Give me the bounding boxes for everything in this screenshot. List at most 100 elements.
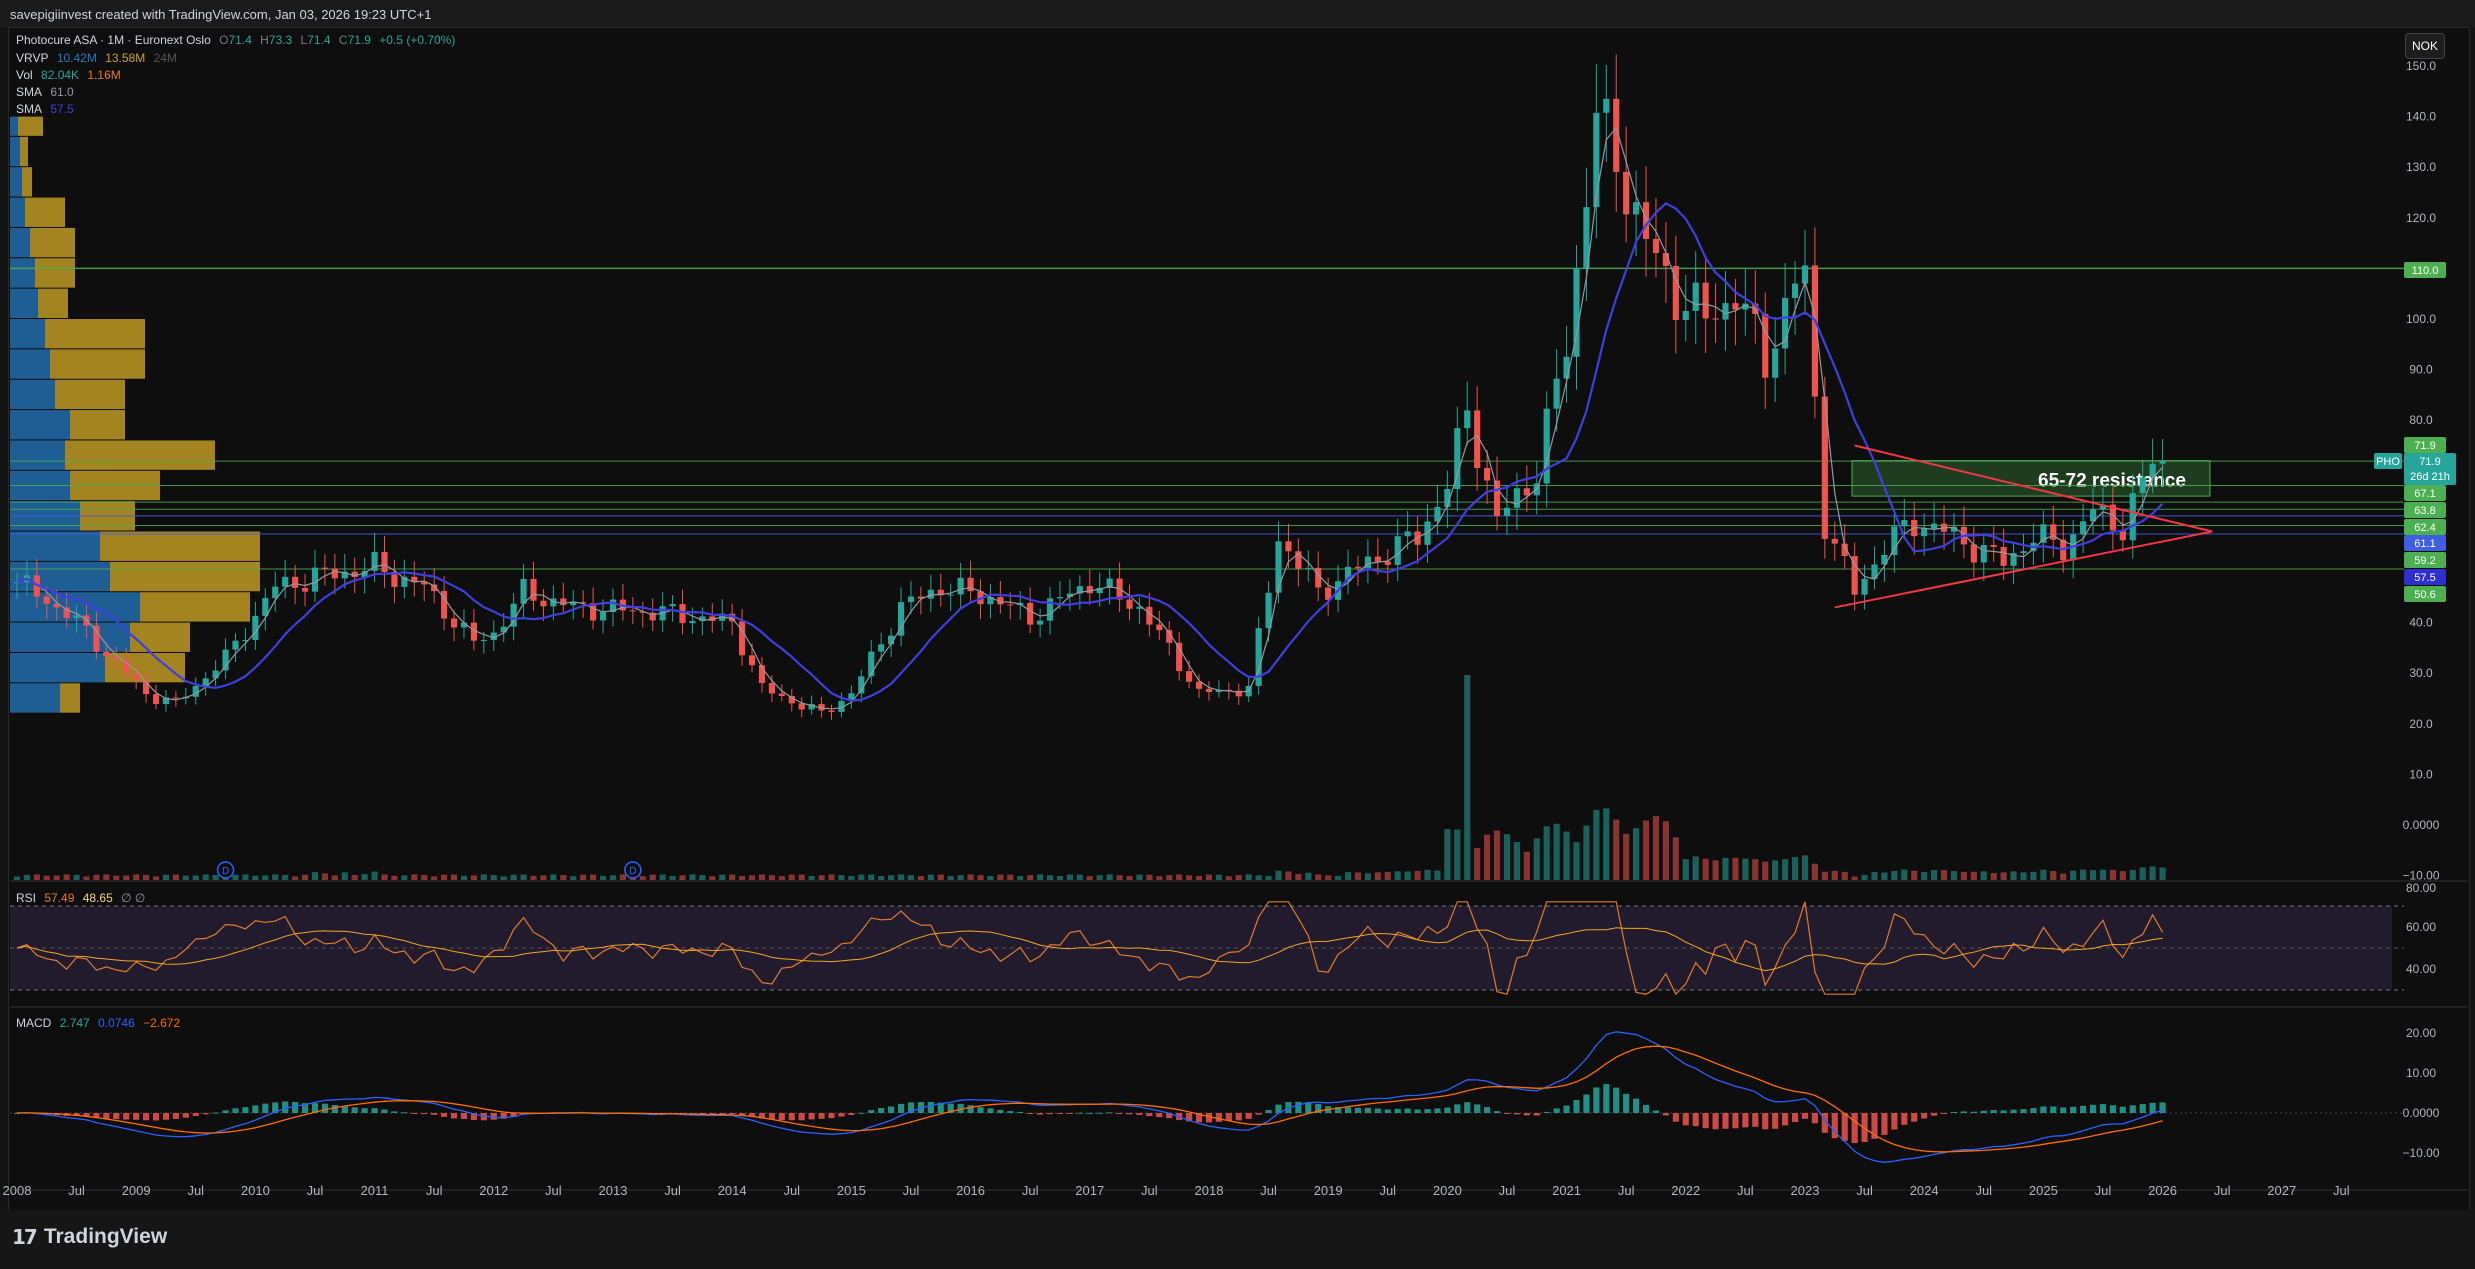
volume-bar — [1066, 874, 1073, 880]
volume-bar — [1454, 829, 1461, 880]
macd-histogram-bar — [2050, 1106, 2057, 1113]
volume-bar — [639, 876, 646, 880]
price-axis-tick: 150.0 — [2406, 59, 2436, 73]
candle-body — [192, 686, 199, 697]
price-level-tag-text: 63.8 — [2414, 505, 2435, 517]
macd-histogram-bar — [490, 1113, 497, 1120]
macd-histogram-bar — [1354, 1107, 1362, 1113]
price-level-tag-text: 50.6 — [2414, 589, 2435, 601]
candle-body — [1553, 378, 1560, 409]
candle-body — [758, 665, 766, 684]
candle-body — [560, 598, 567, 606]
candle-body — [590, 603, 597, 621]
volume-bar — [371, 871, 378, 880]
legend-macd-3: −2.672 — [143, 1016, 181, 1030]
macd-histogram-bar — [878, 1108, 885, 1113]
macd-histogram-bar — [123, 1113, 130, 1120]
volume-bar — [739, 875, 746, 880]
volume-bar — [798, 874, 805, 880]
macd-histogram-bar — [450, 1113, 458, 1119]
volume-bar — [202, 874, 209, 880]
macd-histogram-bar — [1791, 1113, 1799, 1123]
volume-profile-bar-up — [10, 379, 55, 410]
legend-open: 71.4 — [228, 33, 252, 47]
macd-histogram-bar — [748, 1113, 756, 1117]
macd-histogram-bar — [1166, 1113, 1173, 1119]
legend-sma-fast[interactable]: SMA 61.0 — [16, 85, 79, 99]
candle-body — [1096, 587, 1103, 594]
candle-body — [1762, 314, 1769, 378]
macd-histogram-bar — [1702, 1113, 1709, 1129]
volume-bar — [1950, 871, 1958, 880]
volume-bar — [1732, 857, 1739, 880]
candle-body — [748, 655, 756, 666]
volume-bar — [1722, 857, 1729, 880]
volume-bar — [1782, 859, 1789, 880]
volume-bar — [1195, 875, 1203, 880]
candle-body — [808, 704, 815, 710]
macd-histogram-bar — [1394, 1108, 1401, 1113]
legend-volume[interactable]: Vol 82.04K 1.16M — [16, 68, 126, 82]
macd-histogram-bar — [1503, 1113, 1511, 1114]
volume-bar — [411, 874, 418, 880]
macd-histogram-bar — [1573, 1100, 1580, 1113]
legend-macd[interactable]: MACD 2.747 0.0746 −2.672 — [16, 1016, 185, 1030]
volume-bar — [1901, 869, 1908, 880]
volume-profile-bar-up — [10, 136, 20, 167]
candle-body — [272, 586, 279, 599]
candle-body — [2080, 521, 2087, 535]
legend-vrvp[interactable]: VRVP 10.42M 13.58M 24M — [16, 51, 182, 65]
volume-bar — [1136, 874, 1143, 880]
resistance-zone-label: 65-72 resistance — [2038, 470, 2186, 491]
macd-histogram-bar — [1295, 1101, 1302, 1113]
volume-bar — [490, 875, 497, 880]
macd-histogram-bar — [282, 1101, 289, 1113]
time-axis-tick: 2011 — [361, 1183, 389, 1198]
chart-canvas[interactable]: 150.0 140.0 130.0 120.0 110.0 100.0 90.0 80.0 40… — [0, 0, 2475, 1210]
volume-bar — [1553, 823, 1560, 880]
volume-bar — [361, 874, 368, 880]
legend-low: 71.4 — [307, 33, 331, 47]
candle-body — [1851, 556, 1858, 595]
macd-histogram-bar — [1225, 1113, 1232, 1122]
candle-body — [1722, 303, 1729, 320]
macd-histogram-bar — [907, 1102, 915, 1113]
chart-frame[interactable] — [8, 27, 2470, 1211]
macd-histogram-bar — [1970, 1111, 1977, 1113]
volume-bar — [550, 874, 557, 880]
volume-profile-bar-up — [10, 683, 60, 713]
candle-body — [1215, 689, 1222, 693]
macd-histogram-bar — [1434, 1108, 1441, 1113]
candle-body — [411, 576, 418, 583]
legend-symbol[interactable]: Photocure ASA · 1M · Euronext Oslo — [16, 33, 211, 47]
macd-histogram-bar — [2159, 1102, 2166, 1113]
legend-sma-slow[interactable]: SMA 57.5 — [16, 102, 79, 116]
volume-bar — [530, 875, 537, 880]
candle-body — [1066, 593, 1073, 597]
volume-profile-bar-up — [10, 116, 18, 136]
macd-histogram-bar — [1037, 1113, 1044, 1115]
price-level-tag — [2404, 569, 2446, 585]
triangle-upper-line — [1854, 444, 2213, 533]
macd-histogram-bar — [868, 1110, 875, 1113]
macd-histogram-bar — [2149, 1102, 2156, 1113]
macd-histogram-bar — [1603, 1084, 1610, 1113]
candle-body — [2089, 509, 2097, 522]
macd-line — [16, 1031, 2163, 1163]
volume-bar — [480, 874, 487, 880]
volume-bar — [1275, 870, 1282, 880]
candle-body — [679, 604, 686, 624]
currency-button[interactable]: NOK — [2405, 33, 2445, 59]
time-axis-tick: 2023 — [1791, 1183, 1820, 1198]
sma-fast-line — [16, 126, 2164, 710]
volume-bar — [2030, 871, 2037, 880]
macd-histogram-bar — [2109, 1105, 2116, 1113]
volume-bar — [758, 874, 766, 880]
legend-rsi[interactable]: RSI 57.49 48.65 ∅ ∅ — [16, 891, 150, 905]
macd-histogram-bar — [232, 1108, 239, 1113]
macd-histogram-bar — [292, 1102, 299, 1113]
time-axis-tick: 2020 — [1433, 1183, 1462, 1198]
tradingview-logo[interactable]: 17 TradingView — [12, 1225, 167, 1249]
time-axis-tick: 2024 — [1910, 1183, 1939, 1198]
price-level-tag — [2404, 535, 2446, 551]
